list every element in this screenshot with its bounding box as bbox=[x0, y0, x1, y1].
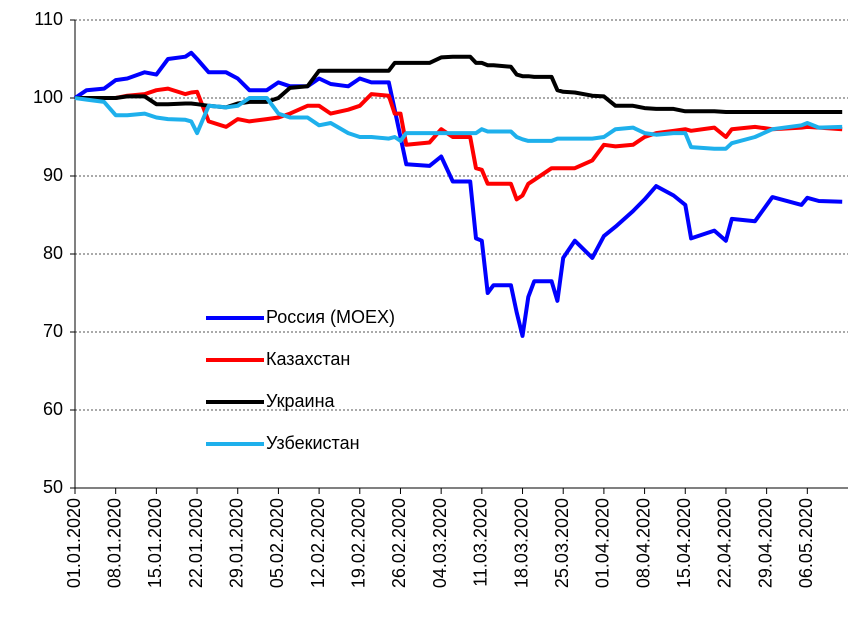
x-tick-label: 26.02.2020 bbox=[389, 498, 409, 588]
x-tick-label: 19.02.2020 bbox=[349, 498, 369, 588]
x-tick-label: 05.02.2020 bbox=[267, 498, 287, 588]
y-tick-label: 110 bbox=[34, 9, 63, 29]
series-line bbox=[75, 86, 843, 202]
legend-label: Россия (MOEX) bbox=[266, 307, 395, 327]
x-tick-label: 29.04.2020 bbox=[755, 498, 775, 588]
series-line bbox=[73, 50, 843, 338]
x-tick-label: 22.01.2020 bbox=[186, 498, 206, 588]
series-line bbox=[74, 96, 843, 151]
legend-label: Украина bbox=[266, 391, 336, 411]
x-tick-label: 22.04.2020 bbox=[715, 498, 735, 588]
y-tick-label: 80 bbox=[43, 243, 63, 263]
y-tick-label: 50 bbox=[43, 477, 63, 497]
y-tick-label: 90 bbox=[43, 165, 63, 185]
y-tick-label: 70 bbox=[43, 321, 63, 341]
x-tick-label: 11.03.2020 bbox=[471, 498, 491, 587]
x-tick-label: 01.01.2020 bbox=[64, 498, 84, 588]
x-tick-label: 15.01.2020 bbox=[145, 498, 165, 588]
x-tick-label: 12.02.2020 bbox=[308, 498, 328, 588]
x-tick-label: 29.01.2020 bbox=[226, 498, 246, 588]
x-tick-label: 04.03.2020 bbox=[430, 498, 450, 588]
x-tick-label: 15.04.2020 bbox=[674, 498, 694, 588]
x-tick-label: 08.04.2020 bbox=[633, 498, 653, 588]
x-tick-label: 06.05.2020 bbox=[796, 498, 816, 588]
x-tick-label: 18.03.2020 bbox=[511, 498, 531, 588]
x-tick-label: 25.03.2020 bbox=[552, 498, 572, 588]
x-tick-label: 08.01.2020 bbox=[104, 498, 124, 588]
y-tick-label: 100 bbox=[33, 87, 63, 107]
legend-label: Казахстан bbox=[266, 349, 350, 369]
x-tick-label: 01.04.2020 bbox=[593, 498, 613, 588]
series-line bbox=[75, 54, 843, 114]
legend-label: Узбекистан bbox=[266, 433, 360, 453]
y-tick-label: 60 bbox=[43, 399, 63, 419]
